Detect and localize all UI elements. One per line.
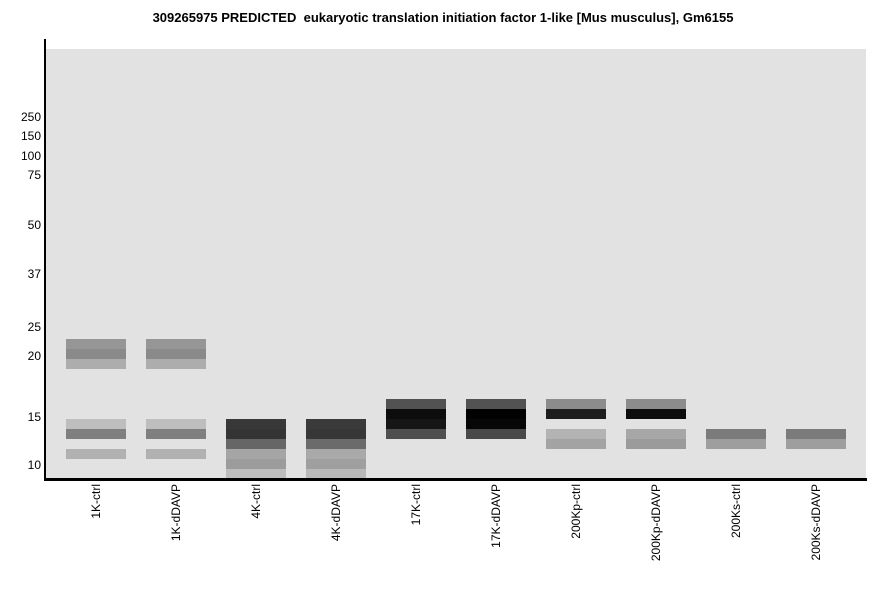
gel-band (626, 439, 686, 449)
gel-band (226, 429, 286, 439)
y-axis-tick-label: 50 (27, 218, 41, 232)
gel-band (66, 419, 126, 429)
x-axis-lane-label: 17K-ctrl (409, 484, 423, 526)
x-axis-lane-label: 200Ks-dDAVP (809, 484, 823, 561)
gel-band (706, 439, 766, 449)
gel-band (546, 409, 606, 419)
x-axis-lane-label: 200Kp-dDAVP (649, 484, 663, 562)
y-axis-tick-label: 37 (27, 267, 41, 281)
gel-band (66, 449, 126, 459)
gel-band (66, 429, 126, 439)
gel-band (146, 449, 206, 459)
gel-band (386, 399, 446, 409)
gel-band (226, 419, 286, 429)
gel-band (466, 419, 526, 429)
gel-band (226, 449, 286, 459)
y-axis-tick-label: 10 (27, 458, 41, 472)
gel-band (306, 429, 366, 439)
x-axis-line (44, 478, 867, 481)
gel-band (626, 399, 686, 409)
gel-band (706, 429, 766, 439)
y-axis-line (44, 39, 46, 481)
gel-band (626, 409, 686, 419)
y-axis-tick-label: 25 (27, 320, 41, 334)
gel-band (66, 349, 126, 359)
gel-band (226, 469, 286, 478)
gel-band (306, 459, 366, 469)
chart-title: 309265975 PREDICTED eukaryotic translati… (152, 10, 734, 25)
x-axis-lane-label: 200Kp-ctrl (569, 484, 583, 539)
x-axis-lane-label: 4K-dDAVP (329, 484, 343, 542)
y-axis-tick-label: 20 (27, 349, 41, 363)
gel-band (146, 339, 206, 349)
gel-band (306, 419, 366, 429)
gel-band (146, 349, 206, 359)
x-axis-lane-label: 4K-ctrl (249, 484, 263, 519)
gel-band (546, 429, 606, 439)
gel-band (306, 449, 366, 459)
gel-band (226, 459, 286, 469)
y-axis-tick-label: 100 (20, 149, 41, 163)
gel-band (546, 399, 606, 409)
gel-band (466, 409, 526, 419)
y-axis-tick-label: 15 (27, 410, 41, 424)
gel-band (786, 439, 846, 449)
gel-band (546, 439, 606, 449)
gel-band (386, 409, 446, 419)
y-axis-tick-label: 150 (20, 129, 41, 143)
gel-plot-area (46, 49, 866, 478)
gel-band (786, 429, 846, 439)
gel-band (66, 339, 126, 349)
x-axis-lane-label: 200Ks-ctrl (729, 484, 743, 539)
gel-band (306, 439, 366, 449)
gel-band (146, 359, 206, 369)
x-axis-lane-label: 1K-ctrl (89, 484, 103, 519)
y-axis-tick-label: 250 (20, 110, 41, 124)
y-axis-tick-label: 75 (27, 168, 41, 182)
gel-band (626, 429, 686, 439)
gel-band (386, 419, 446, 429)
gel-band (466, 429, 526, 439)
gel-band (66, 359, 126, 369)
gel-band (386, 429, 446, 439)
gel-band (146, 429, 206, 439)
gel-band (226, 439, 286, 449)
x-axis-lane-label: 1K-dDAVP (169, 484, 183, 542)
gel-band (306, 469, 366, 478)
gel-band (466, 399, 526, 409)
gel-band (146, 419, 206, 429)
x-axis-lane-label: 17K-dDAVP (489, 484, 503, 548)
